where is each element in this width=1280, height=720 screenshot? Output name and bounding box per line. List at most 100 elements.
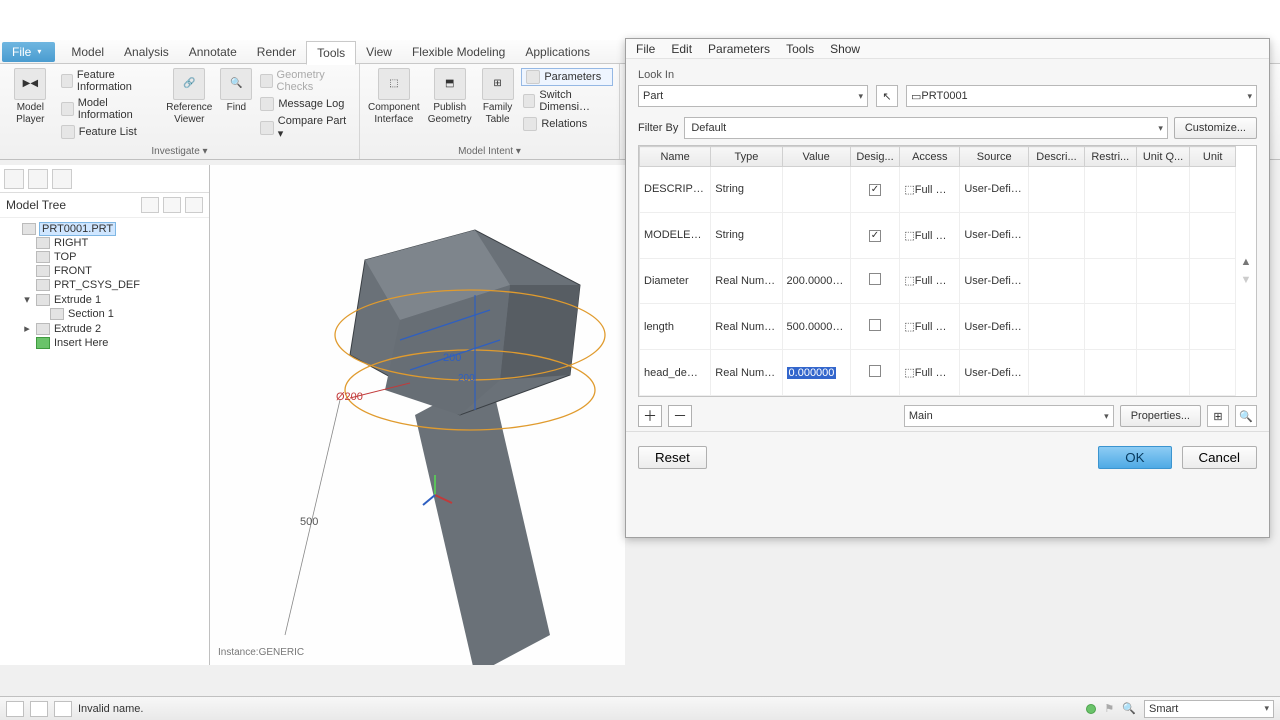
relations-icon [523, 117, 537, 131]
switch-dim-icon [523, 94, 535, 108]
tree-node[interactable]: FRONT [2, 264, 207, 278]
tree-tool-2[interactable] [28, 169, 48, 189]
model-intent-group-title[interactable]: Model Intent ▾ [366, 144, 613, 159]
log-icon [260, 97, 274, 111]
geometry-icon [260, 74, 272, 88]
investigate-group-title[interactable]: Investigate ▾ [6, 144, 353, 159]
dim-200a: 200 [443, 352, 461, 364]
flag-icon: ⚑ [1104, 702, 1114, 715]
look-in-combo[interactable]: Part [638, 85, 868, 107]
dialog-menubar: File Edit Parameters Tools Show [626, 39, 1269, 59]
table-row[interactable]: DESCRIP…String✓⬚Full …User-Defi… [640, 167, 1236, 213]
add-param-button[interactable]: ＋ [638, 405, 662, 427]
tree-tool-3[interactable] [52, 169, 72, 189]
family-table-button[interactable]: ⊞ Family Table [478, 66, 518, 127]
model-player-label: Model Player [16, 102, 44, 125]
parameters-button[interactable]: Parameters [521, 68, 613, 86]
file-menu[interactable]: File [2, 42, 55, 62]
ok-button[interactable]: OK [1098, 446, 1171, 469]
family-table-icon: ⊞ [482, 68, 514, 100]
feature-info-button[interactable]: Feature Information [59, 68, 161, 94]
geometry-checks-button[interactable]: Geometry Checks [258, 68, 353, 94]
sb-find-button[interactable]: 🔍 [1122, 702, 1136, 715]
tree-node[interactable]: Insert Here [2, 336, 207, 350]
tab-view[interactable]: View [356, 41, 402, 63]
tab-model[interactable]: Model [61, 41, 114, 63]
parameters-table[interactable]: NameTypeValueDesig...AccessSourceDescri.… [639, 146, 1236, 396]
sb-icon-3[interactable] [54, 701, 72, 717]
tree-node[interactable]: ▾Extrude 1 [2, 292, 207, 307]
tab-tools[interactable]: Tools [306, 41, 356, 65]
table-view-button[interactable]: ⊞ [1207, 405, 1229, 427]
component-interface-button[interactable]: ⬚ Component Interface [366, 66, 422, 127]
model-tree-title: Model Tree [6, 198, 66, 212]
tree-node[interactable]: PRT0001.PRT [2, 222, 207, 236]
model-tree[interactable]: PRT0001.PRTRIGHTTOPFRONTPRT_CSYS_DEF▾Ext… [0, 218, 209, 354]
tab-render[interactable]: Render [247, 41, 306, 63]
tree-show-button[interactable] [163, 197, 181, 213]
component-interface-icon: ⬚ [378, 68, 410, 100]
customize-button[interactable]: Customize... [1174, 117, 1257, 139]
part-combo[interactable]: ▭ PRT0001 [906, 85, 1257, 107]
dlg-menu-show[interactable]: Show [830, 42, 860, 56]
sb-icon-2[interactable] [30, 701, 48, 717]
message-log-button[interactable]: Message Log [258, 96, 353, 112]
sb-icon-1[interactable] [6, 701, 24, 717]
tab-annotate[interactable]: Annotate [179, 41, 247, 63]
model-info-button[interactable]: Model Information [59, 96, 161, 122]
tree-node[interactable]: PRT_CSYS_DEF [2, 278, 207, 292]
reference-viewer-icon: 🔗 [173, 68, 205, 100]
list-icon [61, 125, 75, 139]
dlg-menu-file[interactable]: File [636, 42, 655, 56]
model-player-button[interactable]: ▶◀ Model Player [6, 66, 55, 127]
table-row[interactable]: head_de…Real Num…0.000000⬚Full …User-Def… [640, 350, 1236, 396]
compare-part-button[interactable]: Compare Part ▾ [258, 114, 353, 141]
status-message: Invalid name. [78, 703, 143, 715]
tree-tool-1[interactable] [4, 169, 24, 189]
reference-viewer-button[interactable]: 🔗 Reference Viewer [164, 66, 214, 127]
tree-node[interactable]: RIGHT [2, 236, 207, 250]
table-row[interactable]: MODELE…String✓⬚Full …User-Defi… [640, 212, 1236, 258]
relations-button[interactable]: Relations [521, 116, 613, 132]
tab-applications[interactable]: Applications [515, 41, 600, 63]
tree-node[interactable]: Section 1 [2, 307, 207, 321]
publish-geometry-button[interactable]: ⬒ Publish Geometry [426, 66, 474, 127]
reset-button[interactable]: Reset [638, 446, 707, 469]
look-in-label: Look In [638, 69, 1257, 81]
properties-button[interactable]: Properties... [1120, 405, 1201, 427]
publish-geometry-icon: ⬒ [434, 68, 466, 100]
filter-combo[interactable]: Default [684, 117, 1168, 139]
tree-node[interactable]: ▸Extrude 2 [2, 321, 207, 336]
pick-button[interactable]: ↖ [876, 85, 898, 107]
remove-param-button[interactable]: － [668, 405, 692, 427]
switch-dimensions-button[interactable]: Switch Dimensi… [521, 88, 613, 114]
tab-analysis[interactable]: Analysis [114, 41, 179, 63]
tab-flexible[interactable]: Flexible Modeling [402, 41, 515, 63]
parameters-icon [526, 70, 540, 84]
find-param-button[interactable]: 🔍 [1235, 405, 1257, 427]
dim-200b: 200 [458, 373, 475, 384]
viewport-3d[interactable]: 200 200 Ø200 500 [210, 165, 625, 665]
move-up-button[interactable]: ▲ [1241, 256, 1252, 268]
model-tree-toolbar [0, 165, 209, 193]
status-dot-icon [1086, 704, 1096, 714]
binoculars-icon: 🔍 [220, 68, 252, 100]
dim-500: 500 [300, 516, 318, 528]
dlg-menu-tools[interactable]: Tools [786, 42, 814, 56]
info-icon [61, 74, 73, 88]
main-combo[interactable]: Main [904, 405, 1114, 427]
move-down-button[interactable]: ▼ [1241, 274, 1252, 286]
dlg-menu-edit[interactable]: Edit [671, 42, 692, 56]
model-tree-panel: Model Tree PRT0001.PRTRIGHTTOPFRONTPRT_C… [0, 165, 210, 665]
dlg-menu-parameters[interactable]: Parameters [708, 42, 770, 56]
tree-filter-button[interactable] [185, 197, 203, 213]
find-button[interactable]: 🔍 Find [218, 66, 254, 116]
model-player-icon: ▶◀ [14, 68, 46, 100]
table-row[interactable]: DiameterReal Num…200.0000…⬚Full …User-De… [640, 258, 1236, 304]
tree-node[interactable]: TOP [2, 250, 207, 264]
cancel-button[interactable]: Cancel [1182, 446, 1258, 469]
table-row[interactable]: lengthReal Num…500.0000…⬚Full …User-Defi… [640, 304, 1236, 350]
feature-list-button[interactable]: Feature List [59, 124, 161, 140]
tree-settings-button[interactable] [141, 197, 159, 213]
selection-filter-combo[interactable]: Smart [1144, 700, 1274, 718]
